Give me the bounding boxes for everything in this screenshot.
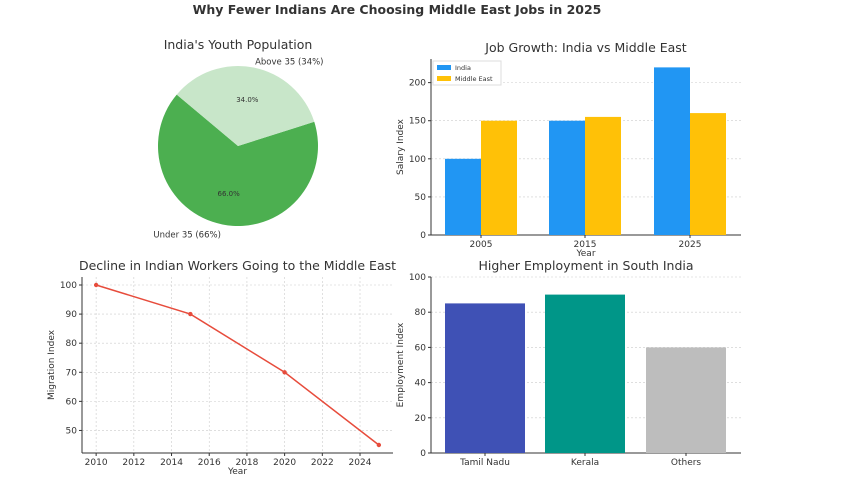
x-tick-label: 2022 <box>311 458 334 468</box>
y-axis-label: Migration Index <box>47 329 57 400</box>
employment-bar-chart: 0 20 40 60 80 100 Higher Employment in South I… <box>396 258 741 468</box>
bar-india-2005 <box>445 158 481 235</box>
data-point-2025 <box>376 442 382 448</box>
y-tick-label: 90 <box>66 310 78 320</box>
bar-others <box>646 347 726 453</box>
x-tick-label: 2016 <box>198 458 221 468</box>
legend-swatch <box>437 65 451 70</box>
bar-middle-east-2025 <box>690 113 726 235</box>
x-tick-label: 2010 <box>85 458 108 468</box>
chart-title: Higher Employment in South India <box>478 258 693 273</box>
y-axis-label: Employment Index <box>396 322 406 407</box>
y-tick-label: 60 <box>415 343 427 353</box>
migration-line <box>95 284 380 446</box>
x-tick-label: Others <box>671 458 702 468</box>
pie-chart: India's Youth Population 66.0% Under 35 (6… <box>153 37 323 240</box>
pie-slice <box>158 94 318 227</box>
chart-title: India's Youth Population <box>164 37 313 52</box>
data-point-2010 <box>93 282 99 288</box>
y-tick-label: 20 <box>415 414 427 424</box>
data-point-2020 <box>282 370 287 375</box>
x-tick-label: 2014 <box>160 458 183 468</box>
bar-middle-east-2005 <box>481 120 517 235</box>
pie-slice <box>176 66 315 146</box>
x-tick-label: 2018 <box>235 458 258 468</box>
legend-label: India <box>455 64 471 72</box>
legend-swatch <box>437 76 451 81</box>
y-tick-label: 80 <box>415 308 427 318</box>
x-tick-label: Kerala <box>571 458 599 468</box>
data-point-2015 <box>188 311 193 317</box>
figure-title: Why Fewer Indians Are Choosing Middle Ea… <box>193 2 602 17</box>
legend-label: Middle East <box>455 75 493 83</box>
bar-kerala <box>545 294 625 453</box>
y-tick-label: 60 <box>66 397 78 407</box>
bar-india-2025 <box>654 67 690 235</box>
y-tick-label: 0 <box>420 449 426 459</box>
pie-pct-label: 34.0% <box>236 96 259 104</box>
legend: India Middle East <box>432 60 502 86</box>
y-tick-label: 40 <box>415 379 427 389</box>
x-tick-label: 2015 <box>574 240 597 250</box>
pie-pct-label: 66.0% <box>218 190 241 198</box>
y-tick-label: 100 <box>409 273 426 283</box>
y-tick-label: 200 <box>409 79 426 89</box>
x-tick-label: 2025 <box>679 240 702 250</box>
x-tick-label: 2024 <box>349 458 372 468</box>
y-tick-label: 50 <box>66 426 78 436</box>
chart-title: Job Growth: India vs Middle East <box>484 40 687 55</box>
x-tick-label: 2020 <box>273 458 296 468</box>
x-axis-label: Year <box>575 249 595 259</box>
bar-india-2015 <box>549 120 585 235</box>
y-tick-label: 70 <box>66 368 78 378</box>
x-tick-label: Tamil Nadu <box>459 458 510 468</box>
y-axis-label: Salary Index <box>396 118 406 175</box>
chart-title: Decline in Indian Workers Going to the M… <box>79 258 396 273</box>
y-tick-label: 100 <box>60 281 77 291</box>
y-tick-label: 0 <box>420 231 426 241</box>
pie-slice-label: Under 35 (66%) <box>153 230 220 240</box>
y-tick-label: 150 <box>409 117 426 127</box>
pie-slice-label: Above 35 (34%) <box>255 58 323 68</box>
y-tick-label: 80 <box>66 339 78 349</box>
x-tick-label: 2012 <box>122 458 145 468</box>
x-axis-label: Year <box>227 467 247 477</box>
bar-tamil-nadu <box>445 303 525 453</box>
job-growth-bar-chart: 0 50 100 150 200 Job Growth: India vs Middle … <box>396 40 741 259</box>
bar-middle-east-2015 <box>585 116 621 235</box>
x-tick-label: 2005 <box>470 240 493 250</box>
y-tick-label: 100 <box>409 155 426 165</box>
y-tick-label: 50 <box>415 193 427 203</box>
